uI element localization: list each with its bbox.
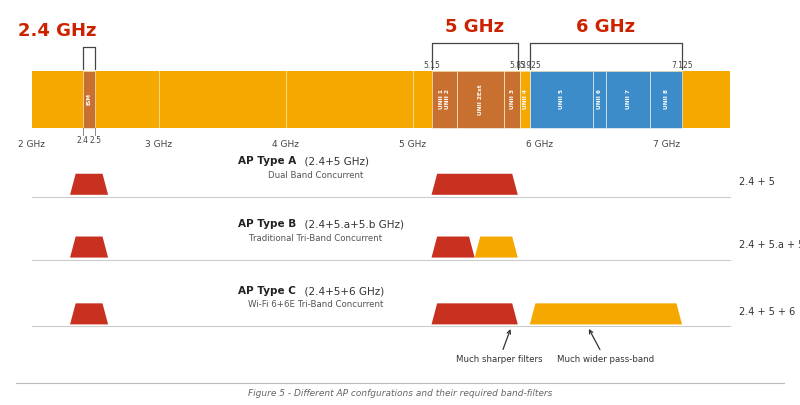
- Text: 2.5: 2.5: [90, 136, 102, 145]
- Text: UNII 2Ext: UNII 2Ext: [478, 84, 483, 115]
- Text: 2 GHz: 2 GHz: [18, 140, 46, 149]
- Bar: [505, 71, 520, 128]
- Bar: [431, 71, 457, 128]
- Polygon shape: [70, 174, 108, 195]
- Text: Dual Band Concurrent: Dual Band Concurrent: [268, 171, 364, 180]
- Text: UNII 8: UNII 8: [664, 89, 669, 109]
- Text: Figure 5 - Different AP confgurations and their required band-filters: Figure 5 - Different AP confgurations an…: [248, 389, 552, 398]
- Polygon shape: [431, 303, 518, 324]
- Text: 3 GHz: 3 GHz: [146, 140, 172, 149]
- Bar: [82, 71, 95, 128]
- Text: 5.925: 5.925: [519, 61, 541, 70]
- Text: 5 GHz: 5 GHz: [445, 19, 504, 36]
- Bar: [650, 71, 682, 128]
- Text: UNII 1
UNII 2: UNII 1 UNII 2: [439, 89, 450, 109]
- Text: AP Type C: AP Type C: [238, 286, 296, 296]
- Bar: [606, 71, 650, 128]
- Text: Traditional Tri-Band Concurrent: Traditional Tri-Band Concurrent: [250, 234, 382, 243]
- Text: 7.125: 7.125: [671, 61, 693, 70]
- Bar: [530, 71, 594, 128]
- Text: 2.4 + 5: 2.4 + 5: [739, 177, 775, 187]
- Polygon shape: [474, 237, 518, 258]
- Polygon shape: [431, 237, 474, 258]
- Text: (2.4+5 GHz): (2.4+5 GHz): [298, 156, 370, 166]
- Text: (2.4+5+6 GHz): (2.4+5+6 GHz): [298, 286, 385, 296]
- Text: AP Type B: AP Type B: [238, 219, 296, 229]
- Text: Much wider pass-band: Much wider pass-band: [557, 330, 654, 364]
- Polygon shape: [70, 237, 108, 258]
- Text: 4 GHz: 4 GHz: [272, 140, 299, 149]
- Polygon shape: [70, 303, 108, 324]
- Bar: [32, 71, 730, 128]
- Text: (2.4+5.a+5.b GHz): (2.4+5.a+5.b GHz): [298, 219, 404, 229]
- Polygon shape: [431, 174, 518, 195]
- Text: UNII 3: UNII 3: [510, 89, 515, 109]
- Text: UNII 7: UNII 7: [626, 89, 630, 109]
- Text: 2.4 + 5 + 6: 2.4 + 5 + 6: [739, 307, 795, 317]
- Text: UNII 5: UNII 5: [559, 89, 564, 109]
- Text: ISM: ISM: [86, 93, 91, 105]
- Text: UNII 4: UNII 4: [522, 89, 527, 109]
- Bar: [457, 71, 505, 128]
- Text: 2.4: 2.4: [77, 136, 89, 145]
- Text: Much sharper filters: Much sharper filters: [456, 330, 542, 364]
- Polygon shape: [530, 303, 682, 324]
- Text: 6 GHz: 6 GHz: [576, 19, 635, 36]
- Bar: [520, 71, 530, 128]
- Text: 2.4 + 5.a + 5.b: 2.4 + 5.a + 5.b: [739, 240, 800, 250]
- Text: 6 GHz: 6 GHz: [526, 140, 553, 149]
- Text: AP Type A: AP Type A: [238, 156, 296, 166]
- Text: 2.4 GHz: 2.4 GHz: [18, 23, 96, 40]
- Text: 5 GHz: 5 GHz: [399, 140, 426, 149]
- Text: UNII 6: UNII 6: [597, 89, 602, 109]
- Bar: [594, 71, 606, 128]
- Text: Wi-Fi 6+6E Tri-Band Concurrent: Wi-Fi 6+6E Tri-Band Concurrent: [248, 301, 384, 309]
- Text: 7 GHz: 7 GHz: [653, 140, 680, 149]
- Text: 5.15: 5.15: [423, 61, 440, 70]
- Text: 5.83: 5.83: [510, 61, 526, 70]
